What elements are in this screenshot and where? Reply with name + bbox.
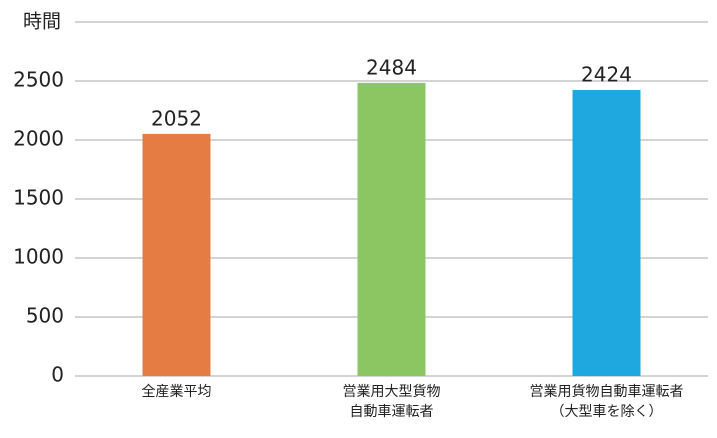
x-tick-label: 全産業平均 [141,384,212,400]
x-tick-label: 営業用大型貨物 自動車運転者 [342,384,441,420]
bar [572,89,641,376]
y-tick-label: 0 [51,363,64,387]
value-label: 2052 [151,106,202,130]
value-label: 2484 [366,55,417,79]
value-label: 2424 [581,62,632,86]
y-tick-label: 2000 [13,127,64,151]
y-tick-label: 2500 [13,68,64,92]
x-tick-label: 営業用貨物自動車運転者 （大型車を除く） [529,384,684,420]
y-tick-label: 1000 [13,245,64,269]
y-tick-label: 1500 [13,186,64,210]
y-axis-label: 時間 [23,11,61,33]
y-tick-label: 500 [26,304,64,328]
bar [142,133,211,376]
bar [357,82,426,376]
